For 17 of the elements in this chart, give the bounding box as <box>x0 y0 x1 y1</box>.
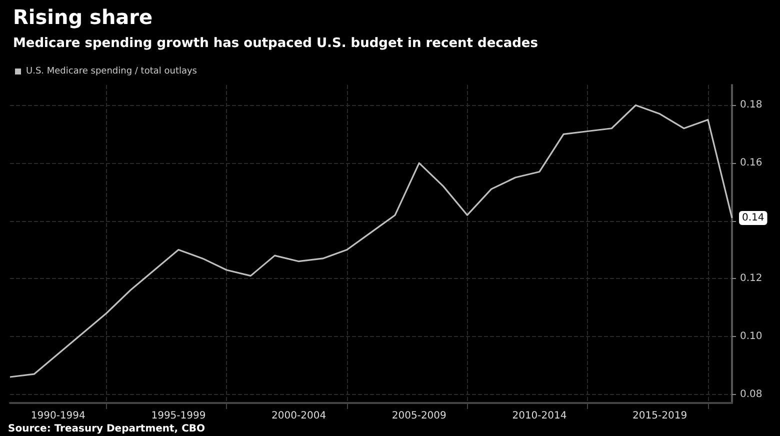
x-tick-label: 1990-1994 <box>30 410 86 422</box>
x-tick-label: 2005-2009 <box>392 410 446 422</box>
x-tick-label: 2000-2004 <box>272 410 326 422</box>
chart-subtitle: Medicare spending growth has outpaced U.S. budget in recent decades <box>13 36 538 51</box>
legend-label: U.S. Medicare spending / total outlays <box>26 66 198 76</box>
x-tick-label: 2015-2019 <box>632 410 688 422</box>
chart-title: Rising share <box>13 5 153 29</box>
line-series <box>9 104 733 378</box>
y-tick-label: 0.18 <box>740 100 762 111</box>
y-tick-label: 0.10 <box>740 331 762 342</box>
x-tick-label: 1995-1999 <box>151 410 206 422</box>
data-label: 0.14 <box>742 212 764 224</box>
x-tick-label: 2010-2014 <box>512 410 567 422</box>
y-tick-label: 0.16 <box>740 158 762 169</box>
y-tick-label: 0.08 <box>740 388 762 400</box>
source-note: Source: Treasury Department, CBO <box>8 424 206 434</box>
y-tick-label: 0.12 <box>740 273 762 284</box>
